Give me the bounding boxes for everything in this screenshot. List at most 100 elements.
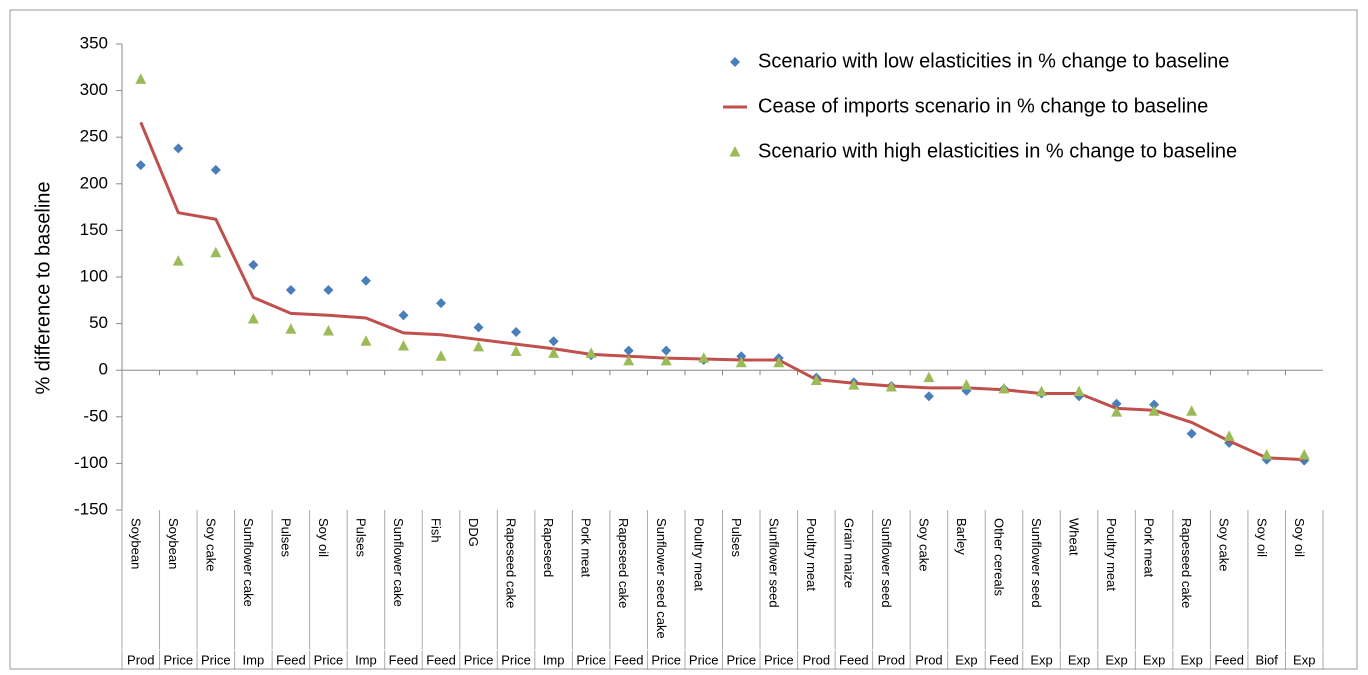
- triangle-marker: [473, 340, 485, 352]
- category-group-label: Prod: [915, 652, 942, 667]
- triangle-marker: [735, 356, 747, 368]
- triangle-marker: [848, 379, 860, 390]
- diamond-marker: [511, 326, 522, 337]
- category-group-label: Exp: [1030, 652, 1052, 667]
- diamond-marker: [285, 285, 296, 296]
- triangle-marker: [623, 354, 635, 366]
- triangle-marker: [172, 255, 184, 266]
- category-label: Soy oil: [1254, 518, 1269, 557]
- category-label: Rapeseed cake: [1179, 518, 1194, 608]
- triangle-marker: [885, 380, 897, 392]
- category-group-label: Feed: [839, 652, 869, 667]
- triangle-marker: [360, 335, 372, 346]
- category-label: Rapeseed: [541, 518, 556, 577]
- category-group-label: Imp: [355, 652, 377, 667]
- triangle-marker: [773, 356, 785, 368]
- triangle-marker: [210, 246, 222, 258]
- diamond-marker: [135, 160, 146, 171]
- y-tick-label: 250: [80, 127, 108, 146]
- triangle-marker: [285, 323, 297, 334]
- triangle-marker: [585, 347, 597, 358]
- category-label: Wheat: [1067, 518, 1082, 556]
- triangle-marker: [1298, 449, 1310, 460]
- triangle-marker: [923, 371, 935, 383]
- category-group-label: Price: [726, 652, 756, 667]
- category-group-label: Price: [651, 652, 681, 667]
- category-label: DDG: [466, 518, 481, 547]
- y-tick-label: 200: [80, 173, 108, 192]
- category-group-label: Price: [314, 652, 344, 667]
- y-axis-title: % difference to baseline: [32, 181, 54, 394]
- triangle-marker: [810, 374, 822, 385]
- diamond-marker: [473, 322, 484, 333]
- category-group-label: Exp: [1068, 652, 1090, 667]
- category-group-label: Imp: [543, 652, 565, 667]
- triangle-marker: [729, 146, 741, 157]
- diamond-marker: [436, 298, 447, 309]
- diamond-marker: [360, 275, 371, 286]
- triangle-marker: [698, 352, 710, 363]
- category-label: Soy cake: [203, 518, 218, 571]
- category-label: Sunflower seed: [879, 518, 894, 608]
- category-group-label: Exp: [1143, 652, 1165, 667]
- y-tick-label: 100: [80, 266, 108, 285]
- category-label: Soy cake: [1217, 518, 1232, 571]
- triangle-marker: [1036, 385, 1048, 397]
- diamond-marker: [548, 336, 559, 347]
- category-group-label: Feed: [389, 652, 419, 667]
- category-label: Soy oil: [1292, 518, 1307, 557]
- category-label: Barley: [954, 518, 969, 555]
- category-group-label: Exp: [1293, 652, 1315, 667]
- y-tick-label: -100: [74, 453, 108, 472]
- triangle-marker: [660, 354, 672, 366]
- category-group-label: Prod: [127, 652, 154, 667]
- category-group-label: Feed: [276, 652, 306, 667]
- triangle-marker: [960, 379, 972, 390]
- triangle-marker: [397, 339, 409, 351]
- y-tick-label: 300: [80, 80, 108, 99]
- triangle-marker: [247, 312, 259, 324]
- y-tick-label: 0: [99, 360, 108, 379]
- category-label: Poultry meat: [1104, 518, 1119, 591]
- category-group-label: Imp: [243, 652, 265, 667]
- legend-label: Scenario with high elasticities in % cha…: [758, 140, 1237, 162]
- legend-label: Scenario with low elasticities in % chan…: [758, 50, 1229, 72]
- category-label: Rapeseed cake: [504, 518, 519, 608]
- y-tick-label: 50: [89, 313, 108, 332]
- category-group-label: Prod: [803, 652, 830, 667]
- triangle-marker: [998, 382, 1010, 394]
- diamond-marker: [661, 345, 672, 356]
- category-label: Soybean: [128, 518, 143, 569]
- category-group-label: Feed: [426, 652, 456, 667]
- category-label: Poultry meat: [804, 518, 819, 591]
- y-tick-label: -50: [83, 406, 108, 425]
- category-group-label: Feed: [989, 652, 1019, 667]
- triangle-marker: [510, 345, 522, 357]
- diamond-marker: [323, 285, 334, 296]
- diamond-marker: [623, 345, 634, 356]
- category-group-label: Price: [764, 652, 794, 667]
- triangle-marker: [322, 325, 334, 336]
- category-label: Soybean: [166, 518, 181, 569]
- triangle-marker: [1111, 406, 1123, 417]
- category-label: Pulses: [278, 518, 293, 558]
- diamond-marker: [210, 164, 221, 175]
- category-group-label: Price: [163, 652, 193, 667]
- triangle-marker: [1073, 385, 1085, 397]
- diamond-marker: [248, 259, 259, 270]
- category-label: Sunflower seed cake: [654, 518, 669, 639]
- category-group-label: Price: [464, 652, 494, 667]
- diamond-marker: [1149, 399, 1160, 410]
- triangle-marker: [1261, 449, 1273, 460]
- category-label: Pork meat: [1142, 518, 1157, 578]
- category-group-label: Biof: [1256, 652, 1279, 667]
- triangle-marker: [135, 73, 147, 84]
- category-label: Soy cake: [916, 518, 931, 571]
- y-tick-label: -150: [74, 499, 108, 518]
- diamond-marker: [398, 310, 409, 321]
- category-group-label: Exp: [1105, 652, 1127, 667]
- legend-label: Cease of imports scenario in % change to…: [758, 95, 1208, 117]
- triangle-marker: [1223, 430, 1235, 441]
- category-label: Rapeseed cake: [616, 518, 631, 608]
